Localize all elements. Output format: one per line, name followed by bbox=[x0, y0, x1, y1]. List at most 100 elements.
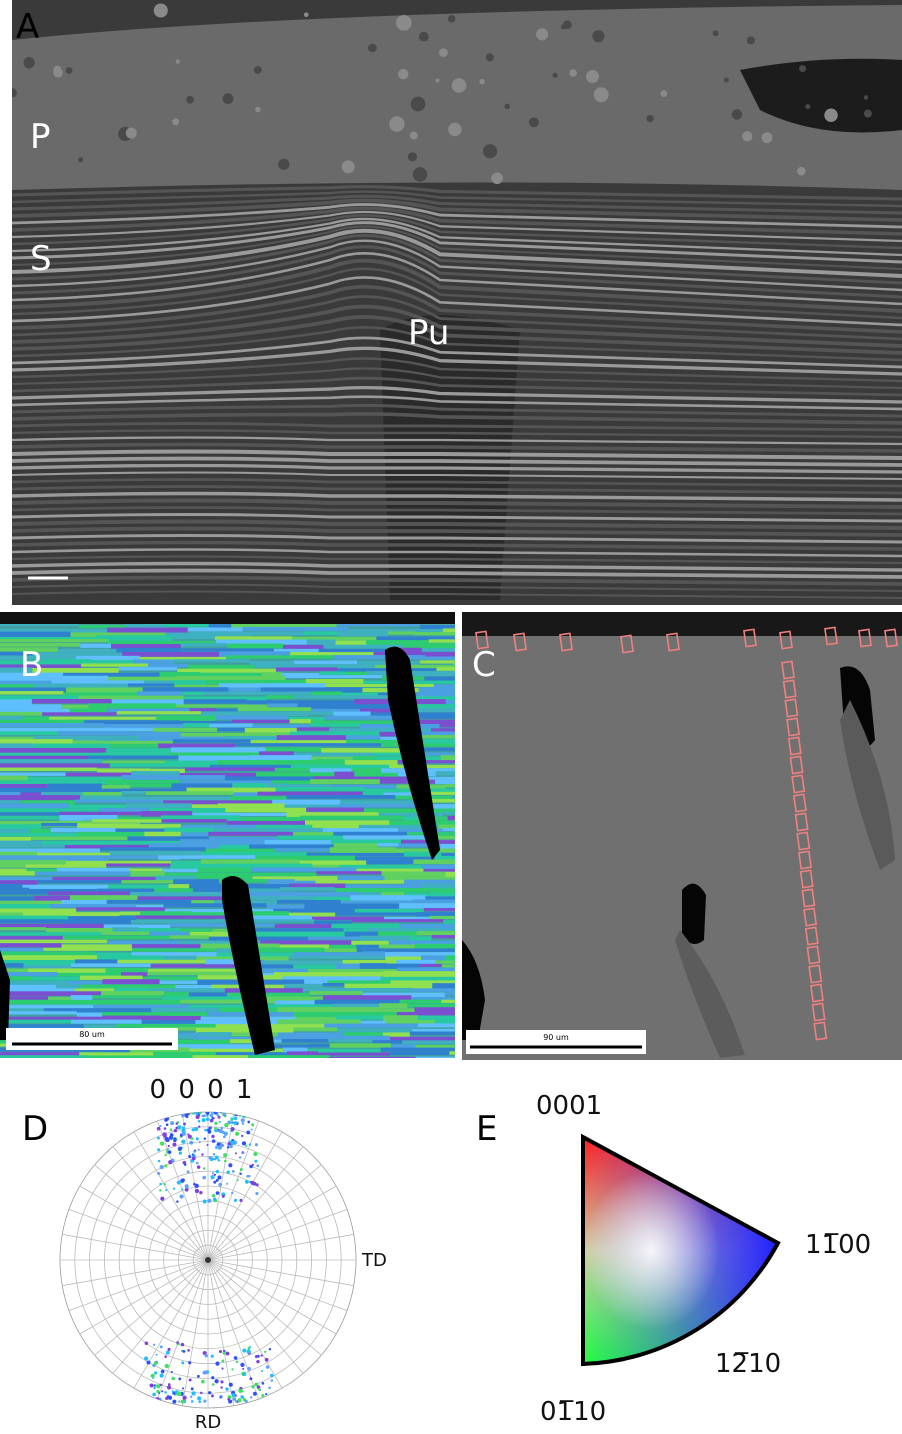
grain bbox=[293, 832, 333, 835]
grain bbox=[170, 935, 209, 938]
pole-point bbox=[207, 1199, 211, 1203]
pole-point bbox=[253, 1152, 257, 1156]
grain bbox=[193, 1055, 249, 1058]
grain bbox=[379, 1003, 407, 1008]
grain bbox=[0, 1020, 71, 1024]
pole-point bbox=[251, 1123, 254, 1126]
texture bbox=[799, 65, 806, 72]
grain bbox=[41, 823, 77, 826]
texture bbox=[504, 104, 509, 109]
grain bbox=[416, 912, 466, 917]
pole-point bbox=[271, 1379, 274, 1382]
grain bbox=[201, 859, 300, 864]
panel-label: D bbox=[22, 1109, 48, 1149]
grain bbox=[108, 885, 168, 889]
pole-point bbox=[204, 1137, 206, 1139]
texture bbox=[448, 15, 455, 22]
grain bbox=[101, 991, 164, 995]
pole-point bbox=[181, 1178, 185, 1182]
pole-point bbox=[163, 1183, 166, 1186]
pole-point bbox=[260, 1354, 262, 1356]
grain bbox=[75, 800, 163, 803]
texture bbox=[368, 44, 377, 53]
pole-point bbox=[255, 1355, 258, 1358]
grain bbox=[60, 728, 152, 731]
grain bbox=[0, 731, 58, 735]
grain bbox=[352, 919, 444, 922]
pole-point bbox=[241, 1396, 244, 1399]
grain bbox=[0, 972, 58, 976]
surface bbox=[0, 612, 455, 624]
pole-point bbox=[193, 1150, 195, 1152]
pole-point bbox=[231, 1127, 235, 1131]
pole-point bbox=[224, 1160, 227, 1163]
pole-point bbox=[261, 1394, 264, 1397]
grain bbox=[198, 868, 251, 873]
grain bbox=[328, 1039, 372, 1042]
grain bbox=[275, 768, 310, 772]
panel-label: E bbox=[476, 1109, 497, 1149]
grain bbox=[56, 984, 81, 989]
pole-point bbox=[213, 1153, 215, 1155]
grain bbox=[102, 1016, 161, 1020]
pole-point bbox=[205, 1110, 209, 1114]
grain bbox=[258, 792, 363, 796]
grain bbox=[315, 880, 404, 884]
pole-point bbox=[208, 1130, 212, 1134]
texture bbox=[223, 93, 234, 104]
grain bbox=[110, 744, 158, 748]
grain bbox=[310, 723, 360, 726]
grain bbox=[247, 700, 354, 704]
grain bbox=[0, 723, 104, 727]
texture bbox=[592, 30, 604, 42]
texture bbox=[396, 15, 412, 31]
grain bbox=[386, 1020, 435, 1024]
grain bbox=[363, 681, 465, 684]
grain bbox=[170, 923, 275, 927]
grain bbox=[0, 919, 63, 923]
grain bbox=[0, 841, 42, 844]
grain bbox=[102, 1012, 207, 1016]
texture bbox=[176, 60, 180, 64]
grain bbox=[418, 1023, 460, 1027]
pole-point bbox=[184, 1163, 187, 1166]
pole-point bbox=[159, 1183, 162, 1186]
pole-point bbox=[234, 1356, 238, 1360]
grain bbox=[217, 728, 245, 731]
pole-point bbox=[210, 1175, 214, 1179]
pole-point bbox=[227, 1170, 230, 1173]
grain bbox=[130, 732, 181, 737]
grain bbox=[338, 876, 385, 880]
grain bbox=[0, 748, 106, 753]
grain bbox=[41, 792, 83, 795]
grain bbox=[196, 875, 252, 878]
grain bbox=[71, 963, 151, 967]
pole-point bbox=[210, 1119, 214, 1123]
texture bbox=[864, 110, 872, 118]
grain bbox=[340, 800, 425, 804]
grain bbox=[338, 631, 389, 636]
pole-point bbox=[159, 1125, 161, 1127]
grain bbox=[70, 708, 107, 712]
grain bbox=[335, 912, 416, 915]
grain bbox=[182, 692, 204, 695]
grain bbox=[58, 649, 117, 653]
grain bbox=[248, 1055, 329, 1060]
grain bbox=[80, 644, 111, 648]
grain bbox=[294, 695, 393, 698]
grain bbox=[343, 835, 433, 839]
pole-point bbox=[189, 1141, 193, 1145]
pole-point bbox=[191, 1387, 194, 1390]
grain bbox=[415, 632, 465, 635]
pole-point bbox=[142, 1398, 145, 1401]
grain bbox=[33, 744, 110, 748]
grain bbox=[410, 936, 432, 941]
grain bbox=[81, 663, 148, 666]
pole-point bbox=[271, 1394, 274, 1397]
grain bbox=[49, 717, 156, 720]
pole-point bbox=[164, 1127, 167, 1130]
pole-point bbox=[175, 1127, 178, 1130]
grain bbox=[225, 808, 306, 813]
pole-point bbox=[176, 1341, 179, 1344]
grain bbox=[297, 727, 330, 730]
